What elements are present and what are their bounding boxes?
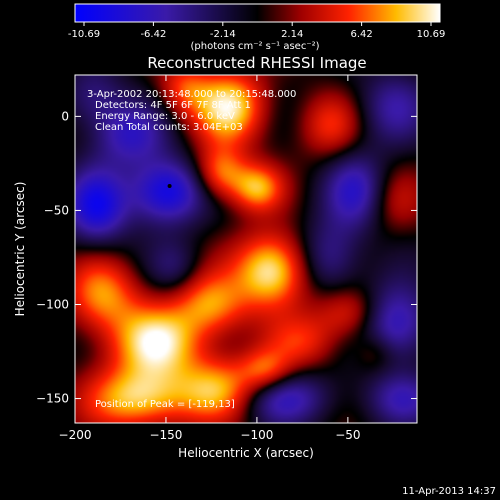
y-tick-label: −150 [36,392,69,406]
y-tick-label: −50 [44,203,69,217]
colorbar-tick-label: -10.69 [68,29,100,40]
time-range-label: 3-Apr-2002 20:13:48.000 to 20:15:48.000 [87,89,296,100]
x-tick-label: −50 [335,428,360,442]
detectors-label: Detectors: 4F 5F 6F 7F 8F Att 1 [95,100,251,111]
footer-timestamp: 11-Apr-2013 14:37 [402,486,496,497]
x-tick-label: −150 [149,428,182,442]
x-axis-ticks: −200 −150 −100 −50 [59,75,361,442]
x-tick-label: −100 [240,428,273,442]
y-axis-ticks: 0 −50 −100 −150 [36,109,417,406]
colorbar [75,4,440,22]
colorbar-tick-label: -6.42 [140,29,166,40]
colorbar-tick-label: 2.14 [281,29,303,40]
energy-range-label: Energy Range: 3.0 - 6.0 keV [95,111,235,122]
colorbar-tick-label: 6.42 [350,29,372,40]
heatmap-image [75,75,417,423]
peak-position-label: Position of Peak = [-119,13] [95,399,235,410]
y-tick-label: −100 [36,297,69,311]
minimum-marker [167,183,172,188]
x-tick-label: −200 [59,428,92,442]
plot-frame [74,74,418,424]
colorbar-tick-label: 10.69 [417,29,446,40]
x-axis-label: Heliocentric X (arcsec) [178,446,314,460]
colorbar-tick-label: -2.14 [210,29,236,40]
marker-dot [167,183,172,188]
chart-title: Reconstructed RHESSI Image [147,54,366,72]
colorbar-unit-label: (photons cm⁻² s⁻¹ asec⁻²) [190,41,319,52]
y-axis-label: Heliocentric Y (arcsec) [13,182,27,317]
y-tick-label: 0 [61,109,69,123]
colorbar-ticks: -10.69 -6.42 -2.14 2.14 6.42 10.69 [68,22,445,40]
clean-counts-label: Clean Total counts: 3.04E+03 [95,122,243,133]
